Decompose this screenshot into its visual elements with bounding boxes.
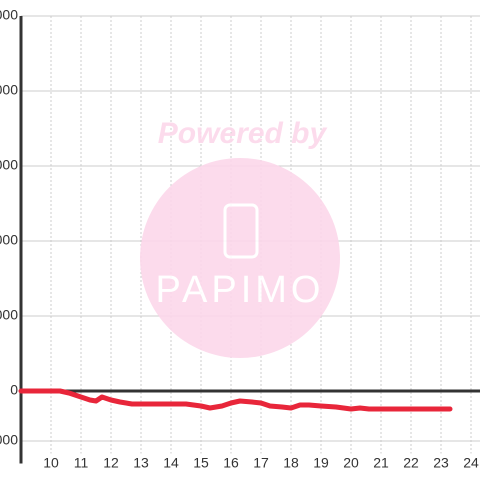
x-tick-label: 12	[103, 455, 119, 471]
grid	[21, 15, 480, 454]
y-tick-label: -20,000	[0, 432, 18, 448]
y-tick-label: 0	[10, 382, 18, 398]
x-tick-label: 23	[433, 455, 449, 471]
x-tick-label: 20	[343, 455, 359, 471]
watermark: Powered by PAPIMO	[140, 117, 340, 358]
x-tick-label: 24	[463, 455, 479, 471]
watermark-logo: PAPIMO	[156, 269, 325, 311]
x-tick-label: 15	[193, 455, 209, 471]
x-tick-label: 13	[133, 455, 149, 471]
x-tick-label: 11	[74, 455, 89, 471]
y-tick-label: 120,000	[0, 82, 18, 98]
data-line	[18, 388, 453, 412]
x-tick-label: 17	[253, 455, 269, 471]
x-tick-label: 10	[43, 455, 59, 471]
y-tick-label: 150,000	[0, 7, 18, 23]
y-tick-label: 30,000	[0, 307, 18, 323]
y-tick-label: 90,000	[0, 157, 18, 173]
watermark-icon	[223, 203, 259, 259]
watermark-text: Powered by	[158, 117, 328, 150]
x-tick-label: 18	[283, 455, 299, 471]
x-tick-label: 16	[223, 455, 239, 471]
x-tick-label: 21	[373, 455, 389, 471]
x-tick-label: 14	[163, 455, 179, 471]
x-tick-label: 22	[403, 455, 419, 471]
x-tick-label: 19	[313, 455, 329, 471]
y-tick-label: 60,000	[0, 232, 18, 248]
